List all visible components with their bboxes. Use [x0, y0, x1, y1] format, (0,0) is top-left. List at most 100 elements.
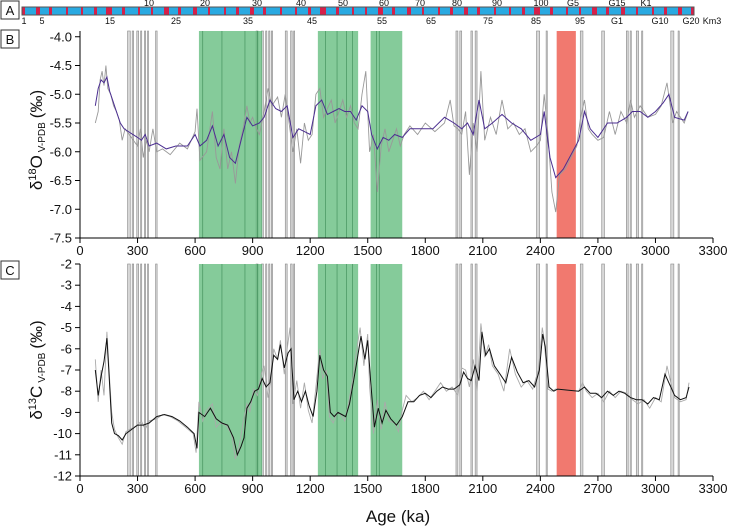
- chart-b-gray-interval: [265, 30, 268, 239]
- chart-c-x-tick-label: 900: [242, 481, 264, 496]
- timeline-red-segment: [49, 7, 52, 15]
- chart-b-red-interval: [556, 31, 576, 238]
- timeline-red-segment: [534, 7, 540, 15]
- timeline-red-segment: [138, 7, 140, 15]
- chart-c-x-tick-label: 2100: [468, 481, 497, 496]
- chart-b-gray-interval: [641, 30, 644, 239]
- chart-c-x-tick-label: 1500: [353, 481, 382, 496]
- panel-b: B 0 300 600 900 1200 1500 1800 2100 2400 2700 3000…: [0, 29, 728, 258]
- chart-c-x-tick-label: 2400: [526, 481, 555, 496]
- timeline-bottom-label: 25: [171, 16, 181, 26]
- timeline-red-segment: [352, 7, 354, 15]
- polarity-timeline-bar: [21, 6, 695, 16]
- timeline-bottom-label: 5: [39, 16, 44, 26]
- chart-c-y-tick-label: -7: [60, 363, 72, 378]
- timeline-red-segment: [81, 7, 83, 15]
- timeline-bottom-label: 35: [243, 16, 253, 26]
- chart-c-green-interval: [198, 264, 263, 476]
- timeline-red-segment: [164, 7, 169, 15]
- timeline-red-segment: [450, 7, 453, 15]
- chart-c-gray-interval: [641, 263, 644, 477]
- chart-c-green-interval: [370, 264, 403, 476]
- chart-c-y-tick-label: -8: [60, 384, 72, 399]
- chart-b-y-tick-label: -6.5: [50, 173, 72, 188]
- chart-b-x-tick-label: 1500: [353, 243, 382, 258]
- chart-b-gray-interval: [284, 30, 288, 239]
- chart-c-gray-interval: [140, 263, 143, 477]
- timeline-top-label: 10: [144, 0, 154, 8]
- timeline-red-segment: [208, 7, 210, 15]
- chart-c-gray-interval: [131, 263, 135, 477]
- timeline-red-segment: [636, 7, 638, 15]
- chart-b-gray-interval: [670, 30, 675, 239]
- chart-b-x-tick-label: 1800: [411, 243, 440, 258]
- timeline-top-label: K1: [640, 0, 651, 8]
- timeline-red-segment: [94, 7, 97, 15]
- timeline-red-segment: [22, 7, 25, 15]
- chart-c-gray-interval: [136, 263, 139, 477]
- chart-c-gray-interval: [601, 263, 605, 477]
- chart-c-gray-interval: [147, 263, 149, 477]
- timeline-red-segment: [664, 7, 667, 15]
- timeline-red-segment: [122, 7, 125, 15]
- timeline-bottom-label: G10: [651, 16, 668, 26]
- timeline-red-segment: [224, 7, 226, 15]
- chart-c-y-tick-label: -9: [60, 405, 72, 420]
- x-axis-title: Age (ka): [366, 507, 430, 526]
- timeline-red-segment: [579, 7, 581, 15]
- timeline-red-segment: [365, 7, 367, 15]
- chart-b-x-tick-label: 3300: [699, 243, 728, 258]
- timeline-red-segment: [592, 7, 597, 15]
- chart-c-gray-interval: [670, 263, 675, 477]
- timeline-red-segment: [250, 7, 254, 15]
- panel-c-label: C: [5, 263, 14, 278]
- timeline-red-segment: [652, 7, 654, 15]
- timeline-red-segment: [438, 7, 440, 15]
- chart-c-gray-interval: [635, 263, 639, 477]
- timeline-red-segment: [566, 7, 568, 15]
- timeline-border: [21, 6, 695, 16]
- timeline-red-segment: [422, 7, 424, 15]
- timeline-bottom-label: 85: [531, 16, 541, 26]
- chart-b-y-tick-label: -7.5: [50, 231, 72, 246]
- timeline-bottom-label: 65: [426, 16, 436, 26]
- timeline-red-segment: [378, 7, 383, 15]
- panel-c-box: [0, 260, 20, 280]
- chart-c-x-tick-label: 0: [76, 481, 83, 496]
- chart-b-y-tick-label: -4.0: [50, 29, 72, 44]
- chart-c-gray-interval: [579, 263, 584, 477]
- chart-c-gray-interval: [677, 263, 680, 477]
- timeline-bottom-label: G1: [611, 16, 623, 26]
- chart-c-y-tick-label: -2: [60, 257, 72, 272]
- chart-b-gray-interval: [474, 30, 478, 239]
- timeline-red-segment: [494, 7, 496, 15]
- timeline-bottom-label: 95: [575, 16, 585, 26]
- timeline-red-segment: [193, 7, 197, 15]
- chart-b-green-interval: [370, 31, 403, 238]
- timeline-red-segment: [522, 7, 525, 15]
- chart-b-x-tick-label: 300: [127, 243, 149, 258]
- chart-c-x-tick-label: 600: [184, 481, 206, 496]
- timeline-bottom-label: G20: [682, 16, 699, 26]
- chart-c-x-tick-label: 300: [127, 481, 149, 496]
- timeline-red-segment: [464, 7, 468, 15]
- chart-c-y-tick-label: -11: [54, 447, 72, 462]
- chart-b-gray-interval: [625, 30, 629, 239]
- chart-c-green-interval: [317, 264, 359, 476]
- chart-b-y-tick-label: -6.0: [50, 144, 72, 159]
- chart-c-y-tick-label: -4: [60, 299, 72, 314]
- chart-c-gray-interval: [293, 263, 295, 477]
- timeline-red-segment: [477, 7, 480, 15]
- chart-c-gray-interval: [155, 263, 158, 477]
- chart-b-gray-interval: [455, 30, 459, 239]
- chart-c-x-tick-label: 1200: [296, 481, 325, 496]
- timeline-red-segment: [678, 7, 682, 15]
- chart-b-gray-interval: [677, 30, 680, 239]
- panel-b-label: B: [6, 32, 15, 47]
- chart-c-x-tick-label: 1800: [411, 481, 440, 496]
- timeline-red-segment: [280, 7, 282, 15]
- timeline-top-label: 50: [338, 0, 348, 8]
- chart-b-gray-interval: [635, 30, 639, 239]
- timeline-red-segment: [66, 7, 68, 15]
- panel-a: A 10 20 30 40 50 60 70 80 90 100 G5 G15 K11 5 15 25 35 45…: [0, 0, 721, 26]
